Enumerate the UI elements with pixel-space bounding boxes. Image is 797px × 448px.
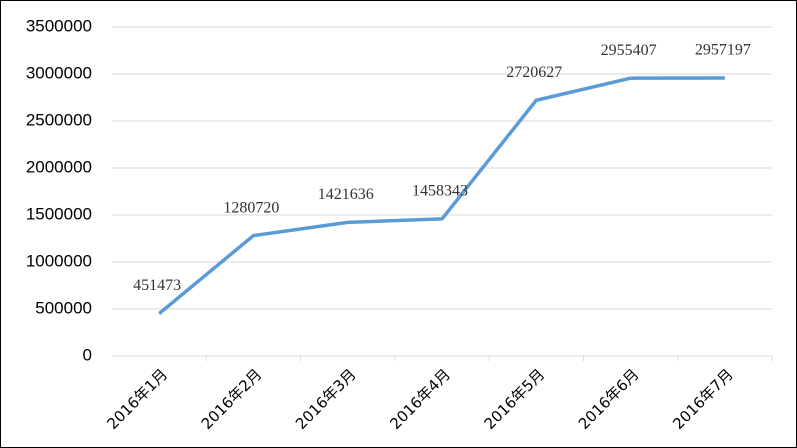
y-tick-label: 2500000 [26, 110, 92, 129]
data-line [158, 76, 725, 315]
y-tick-label: 1000000 [26, 251, 92, 270]
data-label: 2720627 [506, 64, 562, 81]
data-label: 451473 [133, 277, 181, 294]
y-tick-label: 1500000 [26, 204, 92, 223]
y-tick-label: 500000 [35, 298, 92, 317]
data-label: 2957197 [695, 42, 751, 59]
y-tick-label: 3000000 [26, 63, 92, 82]
y-tick-label: 2000000 [26, 157, 92, 176]
data-label: 1280720 [223, 199, 279, 216]
data-label: 1421636 [318, 186, 374, 203]
data-label: 1458343 [412, 183, 468, 200]
y-tick-label: 0 [83, 345, 92, 364]
data-label: 2955407 [601, 42, 657, 59]
y-tick-label: 3500000 [26, 16, 92, 35]
